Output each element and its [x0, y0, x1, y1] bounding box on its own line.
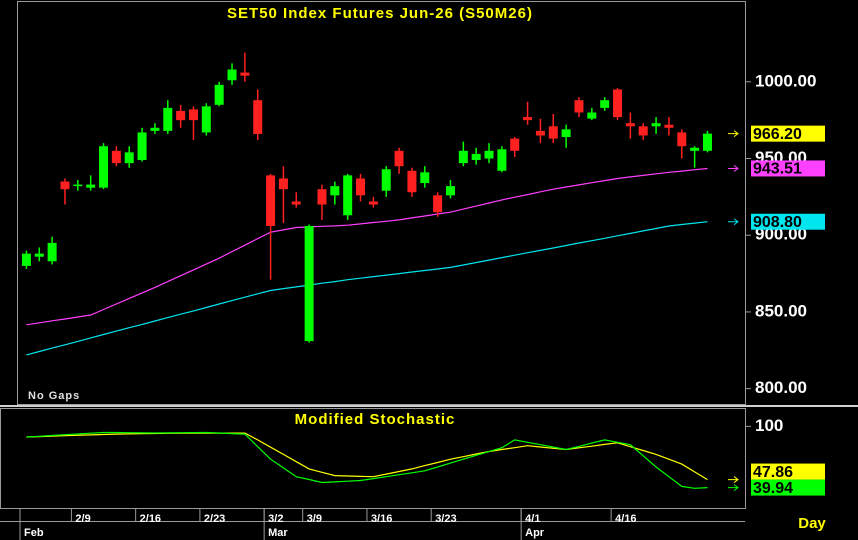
candle-body	[291, 201, 301, 205]
last-value-arrow	[728, 130, 739, 138]
candle-body	[214, 84, 224, 105]
candle-body	[574, 100, 584, 113]
y-tick-label: 100	[755, 416, 783, 435]
candle-body	[433, 195, 443, 213]
last-value-label: 966.20	[753, 126, 802, 143]
candle-body	[458, 150, 468, 164]
candle-body	[664, 124, 674, 128]
last-value-label: 39.94	[753, 480, 793, 497]
candle-body	[651, 123, 661, 127]
candle-body	[561, 129, 571, 138]
candle-body	[356, 178, 366, 196]
annotation: No Gaps	[28, 390, 80, 402]
candle-body	[702, 133, 712, 151]
x-tick-label: 3/23	[435, 513, 456, 525]
x-tick-label: 4/1	[525, 513, 540, 525]
chart-title: SET50 Index Futures Jun-26 (S50M26)	[227, 5, 533, 22]
candle-body	[548, 126, 558, 139]
month-label: Feb	[24, 527, 44, 539]
candle-body	[420, 172, 430, 184]
candle-body	[21, 253, 31, 266]
x-tick-label: 3/2	[268, 513, 283, 525]
x-tick-label: 2/16	[140, 513, 161, 525]
candle-body	[394, 150, 404, 167]
candle-body	[407, 170, 417, 193]
candle-body	[304, 226, 314, 342]
last-value-arrow	[728, 218, 739, 226]
candle-body	[111, 150, 121, 164]
candle-body	[625, 123, 635, 127]
candle-body	[587, 112, 597, 119]
y-tick-label: 800.00	[755, 378, 807, 397]
month-label: Mar	[268, 527, 288, 539]
candle-body	[227, 69, 237, 81]
stochastic-line	[26, 431, 708, 489]
moving-average-line	[26, 167, 708, 326]
candle-body	[343, 175, 353, 216]
candle-body	[253, 100, 263, 134]
candle-body	[638, 126, 648, 136]
candle-body	[60, 181, 70, 190]
last-value-box	[751, 160, 825, 177]
candle-body	[510, 138, 520, 151]
candle-body	[201, 106, 211, 133]
stochastic-panel	[0, 408, 746, 509]
candle-body	[73, 184, 83, 187]
candle-body	[266, 175, 276, 227]
candle-body	[137, 132, 147, 161]
y-tick-label: 850.00	[755, 301, 807, 320]
x-tick-label: 2/9	[75, 513, 90, 525]
candle-body	[484, 150, 494, 159]
main-panel	[17, 1, 746, 405]
candle-body	[317, 189, 327, 205]
x-axis-label: Day	[798, 515, 826, 532]
candle-body	[86, 184, 96, 188]
candle-body	[600, 100, 610, 108]
candle-body	[278, 178, 288, 190]
x-tick-label: 4/16	[615, 513, 636, 525]
candle-body	[330, 186, 340, 196]
last-value-box	[751, 479, 825, 496]
last-value-box	[751, 463, 825, 480]
candle-body	[677, 132, 687, 147]
last-value-label: 943.51	[753, 161, 802, 178]
candle-body	[47, 242, 57, 262]
candle-body	[523, 117, 533, 121]
candle-body	[240, 72, 250, 76]
candle-body	[471, 153, 481, 161]
y-tick-label: 1000.00	[755, 71, 816, 90]
stochastic-title: Modified Stochastic	[295, 411, 456, 428]
last-value-box	[751, 125, 825, 142]
candle-body	[381, 169, 391, 191]
candle-body	[613, 89, 623, 118]
last-value-arrow	[728, 476, 739, 483]
x-tick-label: 3/16	[371, 513, 392, 525]
candle-body	[99, 146, 109, 188]
last-value-label: 47.86	[753, 464, 793, 481]
candle-body	[150, 127, 160, 131]
candle-body	[176, 110, 186, 121]
x-tick-label: 3/9	[307, 513, 322, 525]
candle-body	[497, 149, 507, 171]
last-value-arrow	[728, 165, 739, 172]
stochastic-line	[26, 432, 708, 481]
candle-body	[535, 130, 545, 136]
candle-body	[445, 186, 455, 196]
candle-body	[163, 107, 173, 131]
candle-body	[124, 152, 134, 164]
last-value-arrow	[728, 484, 739, 492]
candle-body	[368, 201, 378, 205]
last-value-label: 908.80	[753, 214, 802, 231]
x-tick-label: 2/23	[204, 513, 225, 525]
candle-body	[690, 147, 700, 151]
candle-body	[188, 109, 198, 121]
candle-body	[34, 253, 44, 257]
moving-average-line	[26, 221, 708, 356]
month-label: Apr	[525, 527, 545, 539]
last-value-box	[751, 213, 825, 230]
